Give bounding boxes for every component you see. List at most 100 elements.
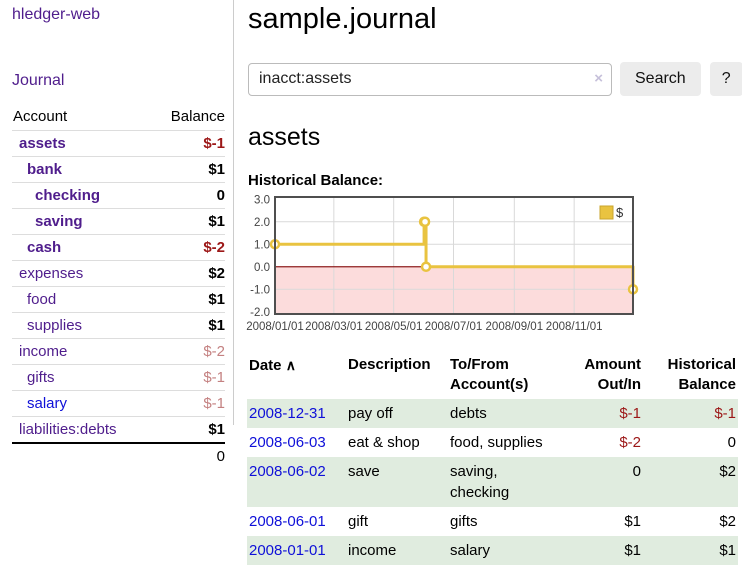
register-cell-date: 2008-06-03	[247, 428, 346, 457]
account-link[interactable]: assets	[19, 135, 66, 152]
historical-balance-chart: $3.0 2.0 1.0 0.0 -1.0 -2.0 2008/01/01 2008/03/0…	[239, 194, 742, 340]
register-cell-amount: $-1	[619, 405, 641, 422]
register-cell-date: 2008-01-01	[247, 536, 346, 565]
account-row: cash $-2	[12, 234, 225, 261]
svg-text:-2.0: -2.0	[250, 307, 270, 319]
register-row[interactable]: 2008-06-03 eat & shop food, supplies $-2 0	[247, 428, 738, 457]
help-button[interactable]: ?	[709, 62, 742, 96]
account-row: salary $-1	[12, 390, 225, 417]
register-cell-balance: 0	[727, 434, 736, 451]
main-panel: sample.journal × Search ? assets Histori…	[246, 0, 742, 565]
clear-search-icon[interactable]: ×	[594, 69, 603, 87]
register-row[interactable]: 2008-01-01 income salary $1 $1	[247, 536, 738, 565]
chart-svg: $3.0 2.0 1.0 0.0 -1.0 -2.0 2008/01/01 2008/03/0…	[246, 194, 639, 333]
register-cell-amount: $-2	[619, 434, 641, 451]
accounts-header-row: Account Balance	[12, 104, 225, 131]
svg-text:2008/01/01: 2008/01/01	[246, 321, 304, 333]
account-link[interactable]: gifts	[27, 369, 55, 386]
search-button[interactable]: Search	[620, 62, 701, 96]
svg-text:1.0: 1.0	[254, 239, 270, 251]
account-row: gifts $-1	[12, 364, 225, 391]
account-balance: $1	[151, 286, 225, 313]
register-cell-amount: $1	[624, 542, 641, 559]
account-link[interactable]: expenses	[19, 265, 84, 282]
register-cell-date: 2008-06-02	[247, 457, 346, 507]
register-cell-balance: $2	[719, 513, 736, 530]
account-row: expenses $2	[12, 260, 225, 287]
accounts-table: Account Balance assets $-1 bank $1 checking 0…	[12, 104, 225, 469]
svg-text:2008/07/01: 2008/07/01	[425, 321, 483, 333]
transaction-date-link[interactable]: 2008-01-01	[249, 542, 326, 559]
account-link[interactable]: saving	[35, 213, 83, 230]
account-row: bank $1	[12, 156, 225, 183]
chart-caption: Historical Balance:	[248, 172, 384, 189]
svg-text:0.0: 0.0	[254, 262, 270, 274]
search-input[interactable]	[248, 62, 612, 96]
sidebar-item-journal[interactable]: Journal	[12, 72, 65, 89]
account-row: checking 0	[12, 182, 225, 209]
svg-text:2008/09/01: 2008/09/01	[486, 321, 544, 333]
svg-text:2.0: 2.0	[254, 217, 270, 229]
accounts-header-balance: Balance	[170, 108, 225, 125]
accounts-body: assets $-1 bank $1 checking 0 saving $1 cash $-2 e…	[12, 130, 225, 469]
account-row: liabilities:debts $1	[12, 416, 225, 443]
register-cell-accounts: food, supplies	[450, 434, 543, 451]
account-row: saving $1	[12, 208, 225, 235]
account-link[interactable]: food	[27, 291, 57, 308]
register-cell-description: save	[348, 463, 380, 480]
register-cell-accounts: gifts	[450, 513, 478, 530]
register-row[interactable]: 2008-12-31 pay off debts $-1 $-1	[247, 399, 738, 428]
accounts-total-row: 0	[12, 442, 225, 469]
register-header-date[interactable]: Date ∧	[249, 357, 296, 374]
sidebar: hledger-web Journal Account Balance asse…	[0, 0, 233, 469]
account-link[interactable]: supplies	[27, 317, 83, 334]
register-cell-balance: $-1	[714, 405, 736, 422]
account-link[interactable]: liabilities:debts	[19, 421, 117, 438]
transaction-date-link[interactable]: 2008-12-31	[249, 405, 326, 422]
transaction-date-link[interactable]: 2008-06-01	[249, 513, 326, 530]
transaction-date-link[interactable]: 2008-06-02	[249, 463, 326, 480]
svg-text:2008/05/01: 2008/05/01	[365, 321, 423, 333]
register-header-balance: Historical Balance	[667, 356, 736, 393]
register-row[interactable]: 2008-06-02 save saving, checking 0 $2	[247, 457, 738, 507]
register-body: 2008-12-31 pay off debts $-1 $-1 2008-06-03 ea…	[247, 399, 738, 565]
register-cell-balance: $1	[719, 542, 736, 559]
register-header-description: Description	[348, 356, 431, 373]
account-row: supplies $1	[12, 312, 225, 339]
register-cell-accounts: salary	[450, 542, 491, 559]
register-cell-description: gift	[348, 513, 369, 530]
account-link[interactable]: bank	[27, 161, 63, 178]
account-section-title: assets	[248, 123, 321, 151]
sidebar-divider	[233, 0, 234, 425]
register-row[interactable]: 2008-06-01 gift gifts $1 $2	[247, 507, 738, 536]
account-balance: $1	[151, 312, 225, 339]
account-balance: 0	[151, 182, 225, 209]
transaction-date-link[interactable]: 2008-06-03	[249, 434, 326, 451]
register-cell-amount: $1	[624, 513, 641, 530]
account-balance: $1	[151, 156, 225, 183]
register-cell-description: eat & shop	[348, 434, 420, 451]
register-cell-description: pay off	[348, 405, 393, 422]
register-cell-accounts: debts	[450, 405, 487, 422]
account-balance: $1	[151, 208, 225, 235]
account-balance: $-2	[151, 338, 225, 365]
account-link[interactable]: cash	[27, 239, 62, 256]
account-row: income $-2	[12, 338, 225, 365]
svg-text:-1.0: -1.0	[250, 284, 270, 296]
page-title: sample.journal	[248, 3, 437, 35]
svg-text:2008/11/01: 2008/11/01	[546, 321, 603, 333]
register-cell-description: income	[348, 542, 397, 559]
account-link[interactable]: income	[19, 343, 68, 360]
account-balance: $-1	[151, 390, 225, 417]
register-table: Date ∧ Description To/From Account(s) Am…	[247, 349, 738, 565]
svg-text:$: $	[616, 205, 624, 220]
account-link[interactable]: checking	[35, 187, 101, 204]
svg-text:2008/03/01: 2008/03/01	[305, 321, 363, 333]
accounts-header-account: Account	[13, 108, 68, 125]
account-link[interactable]: salary	[27, 395, 68, 412]
search-bar: × Search ?	[248, 62, 742, 96]
register-cell-amount: 0	[632, 463, 641, 480]
app-brand-link[interactable]: hledger-web	[12, 6, 101, 23]
register-header-row: Date ∧ Description To/From Account(s) Am…	[247, 349, 738, 399]
